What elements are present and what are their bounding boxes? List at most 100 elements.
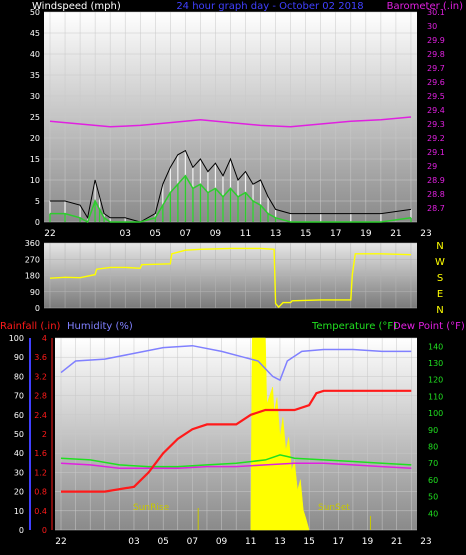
- sunset-label: SunSet: [318, 503, 350, 513]
- direction-y-tick: 360: [25, 239, 40, 248]
- compass-label: S: [437, 273, 443, 284]
- direction-y-tick: 90: [30, 288, 40, 297]
- x-tick-label: 22: [55, 537, 66, 547]
- wind-panel-series: [49, 116, 412, 224]
- temperature-axis-title: Temperature (°F): [311, 321, 397, 332]
- x-tick-label: 23: [420, 537, 431, 547]
- humidity-left-ticks: 0 10 20 30 40 50 60 70 80 90 100: [9, 334, 24, 535]
- x-tick-label: 15: [300, 229, 311, 239]
- series-wind-gust: [50, 149, 412, 223]
- temperature-y-tick: 110: [428, 392, 443, 401]
- rainfall-left-ticks: 0 0.4 0.8 1.2 1.6 2 2.4 2.8 3.2 3.6 4: [34, 334, 47, 535]
- temperature-y-tick: 130: [428, 359, 443, 368]
- x-tick-label: 07: [187, 537, 198, 547]
- x-tick-label: 07: [180, 229, 191, 239]
- series-temperature: [60, 454, 412, 468]
- rainfall-y-tick: 0.4: [34, 507, 47, 516]
- rainfall-y-tick: 2.4: [34, 411, 47, 420]
- humidity-y-tick: 50: [14, 430, 24, 439]
- temperature-y-tick: 70: [428, 459, 438, 468]
- wind-y-tick: 30: [30, 92, 40, 101]
- wind-left-ticks: 0 5 10 15 20 25 30 35 40 45 50: [30, 8, 40, 227]
- x-tick-label: 17: [333, 537, 344, 547]
- rainfall-y-tick: 2.8: [34, 392, 47, 401]
- compass-label: N: [436, 241, 443, 252]
- x-tick-label: 09: [210, 229, 222, 239]
- barometer-y-tick: 29.6: [427, 78, 445, 87]
- series-barometer: [49, 116, 412, 128]
- temperature-y-tick: 120: [428, 376, 443, 385]
- x-tick-label: 22: [44, 229, 55, 239]
- wind-x-ticks: 22 03 05 07 09 11 13 15 17 19 21 23: [44, 229, 431, 239]
- humidity-y-tick: 10: [14, 507, 24, 516]
- x-tick-label: 21: [391, 537, 402, 547]
- windspeed-axis-title: Windspeed (mph): [32, 1, 121, 12]
- rainfall-axis-title: Rainfall (.in): [0, 321, 61, 332]
- series-solar: [250, 337, 310, 531]
- compass-label: N: [436, 305, 443, 316]
- direction-y-tick: 0: [35, 304, 40, 313]
- compass-label: E: [437, 289, 443, 300]
- barometer-y-tick: 30: [427, 22, 437, 31]
- barometer-y-tick: 29.1: [427, 148, 445, 157]
- wind-y-tick: 20: [30, 134, 40, 143]
- series-wind-direction: [49, 247, 412, 309]
- temperature-y-tick: 140: [428, 342, 443, 351]
- x-tick-label: 11: [240, 229, 251, 239]
- wind-y-tick: 15: [30, 155, 40, 164]
- barometer-y-tick: 29.3: [427, 120, 445, 129]
- rainfall-y-tick: 0: [42, 526, 47, 535]
- chart-title: 24 hour graph day - October 02 2018: [176, 1, 363, 12]
- direction-panel-series: [49, 247, 412, 309]
- x-tick-label: 11: [245, 537, 256, 547]
- temperature-y-tick: 60: [428, 476, 438, 485]
- humidity-y-tick: 20: [14, 488, 24, 497]
- barometer-y-tick: 29.2: [427, 134, 445, 143]
- humidity-y-tick: 90: [14, 353, 24, 362]
- direction-y-tick: 270: [25, 255, 40, 264]
- barometer-y-tick: 28.8: [427, 190, 445, 199]
- sunrise-label: SunRise: [133, 503, 170, 513]
- x-tick-label: 03: [128, 537, 139, 547]
- barometer-right-ticks: 28.7 28.8 28.9 29 29.1 29.2 29.3 29.4 29.5 29.6 29…: [427, 8, 445, 213]
- rainfall-y-tick: 3.6: [34, 353, 47, 362]
- wind-y-tick: 10: [30, 176, 40, 185]
- x-tick-label: 05: [150, 229, 161, 239]
- rainfall-y-tick: 2: [42, 430, 47, 439]
- barometer-y-tick: 30.1: [427, 8, 445, 17]
- barometer-y-tick: 28.7: [427, 204, 445, 213]
- temperature-y-tick: 50: [428, 493, 438, 502]
- x-tick-label: 23: [420, 229, 431, 239]
- series-humidity: [60, 344, 412, 382]
- wind-y-tick: 35: [30, 71, 40, 80]
- wind-y-tick: 50: [30, 8, 40, 17]
- temperature-y-tick: 40: [428, 509, 438, 518]
- x-tick-label: 03: [119, 229, 130, 239]
- barometer-y-tick: 29.5: [427, 92, 445, 101]
- humidity-y-tick: 80: [14, 372, 24, 381]
- humidity-y-tick: 60: [14, 411, 24, 420]
- barometer-y-tick: 29.8: [427, 50, 445, 59]
- temperature-y-tick: 80: [428, 443, 438, 452]
- barometer-y-tick: 29.4: [427, 106, 445, 115]
- x-tick-label: 13: [274, 537, 285, 547]
- x-tick-label: 05: [157, 537, 168, 547]
- barometer-y-tick: 29: [427, 162, 437, 171]
- dewpoint-axis-title: Dew Point (°F): [393, 321, 465, 332]
- rainfall-y-tick: 1.2: [34, 468, 47, 477]
- temperature-y-tick: 100: [428, 409, 443, 418]
- humidity-y-tick: 100: [9, 334, 24, 343]
- rainfall-y-tick: 0.8: [34, 488, 47, 497]
- series-rainfall: [61, 389, 412, 493]
- x-tick-label: 15: [303, 537, 314, 547]
- temperature-y-tick: 90: [428, 426, 438, 435]
- rain-panel-series: [60, 337, 412, 531]
- x-tick-label: 13: [270, 229, 281, 239]
- humidity-axis-title: Humidity (%): [67, 321, 133, 332]
- rain-x-ticks: 22 03 05 07 09 11 13 15 17 19 21 23: [55, 537, 431, 547]
- x-tick-label: 19: [362, 537, 374, 547]
- direction-y-tick: 180: [25, 272, 40, 281]
- humidity-y-tick: 70: [14, 392, 24, 401]
